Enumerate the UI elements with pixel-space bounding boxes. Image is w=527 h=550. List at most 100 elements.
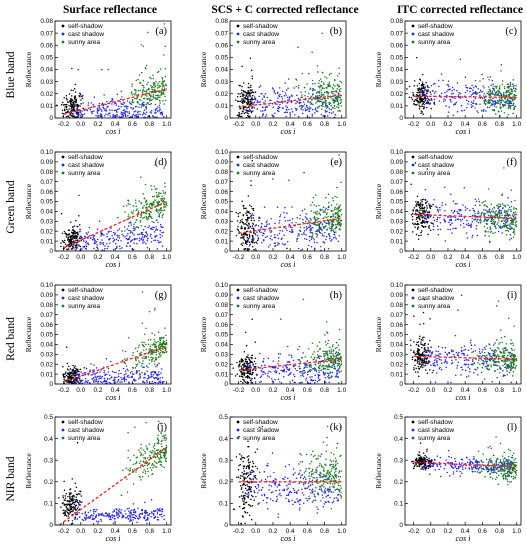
cast-point <box>249 364 252 366</box>
legend-marker <box>411 163 415 167</box>
sunny-point <box>157 331 160 333</box>
cast-point <box>449 224 451 226</box>
cast-point <box>470 106 473 109</box>
cast-point <box>71 380 74 383</box>
sunny-point <box>157 356 160 358</box>
sunny-point <box>127 337 130 339</box>
cast-point <box>465 86 468 89</box>
self-point <box>241 85 243 88</box>
self-point <box>418 211 420 213</box>
cast-point <box>74 239 77 242</box>
self-point <box>247 248 249 250</box>
cast-point <box>87 102 90 104</box>
cast-point <box>267 246 270 248</box>
sunny-point <box>326 87 328 89</box>
cast-point <box>161 381 164 384</box>
cast-point <box>77 377 79 380</box>
cast-point <box>91 373 94 376</box>
cast-point <box>259 352 261 355</box>
self-point <box>253 248 255 251</box>
cast-point <box>143 373 146 376</box>
cast-point <box>272 360 274 362</box>
self-point <box>79 93 82 95</box>
sunny-point <box>155 81 157 83</box>
cast-point <box>116 111 118 114</box>
cast-point <box>328 233 330 236</box>
y-tick-label: 0.07 <box>215 179 228 186</box>
cast-point <box>111 98 113 100</box>
cast-point <box>128 101 131 103</box>
cast-point <box>163 380 165 383</box>
cast-point <box>87 243 90 246</box>
cast-point <box>96 244 98 246</box>
cast-point <box>457 94 460 96</box>
cast-point <box>112 237 114 239</box>
cast-point <box>274 378 276 381</box>
cast-point <box>123 109 126 111</box>
cast-point <box>110 227 112 229</box>
cast-point <box>81 379 84 382</box>
cast-point <box>436 225 439 227</box>
cast-point <box>304 364 306 366</box>
cast-point <box>262 360 265 363</box>
sunny-point <box>152 74 154 77</box>
sunny-point <box>325 196 327 199</box>
sunny-point <box>514 105 516 108</box>
sunny-point <box>145 91 148 93</box>
sunny-point <box>125 106 128 108</box>
self-point <box>75 104 77 106</box>
sunny-point <box>312 103 314 106</box>
self-point <box>76 245 78 247</box>
cast-point <box>308 235 311 238</box>
cast-point <box>301 106 303 109</box>
cast-point <box>270 230 273 232</box>
sunny-point <box>162 100 164 102</box>
cast-point <box>310 231 312 234</box>
sunny-point <box>332 197 334 199</box>
sunny-point <box>140 95 143 98</box>
cast-point <box>116 93 119 95</box>
cast-point <box>489 226 492 228</box>
sunny-point <box>151 217 153 219</box>
cast-point <box>283 368 285 371</box>
cast-point <box>289 230 291 233</box>
cast-point <box>118 369 120 372</box>
cast-point <box>259 381 261 384</box>
self-point <box>75 367 77 370</box>
sunny-point <box>515 94 517 97</box>
sunny-point <box>503 214 506 217</box>
sunny-point <box>139 361 141 364</box>
cast-point <box>332 237 335 239</box>
cast-point <box>98 108 100 110</box>
cast-point <box>118 108 120 110</box>
sunny-point <box>502 105 505 108</box>
self-point <box>420 231 422 234</box>
self-point <box>64 243 67 245</box>
cast-point <box>155 365 157 368</box>
sunny-point <box>498 88 501 90</box>
sunny-point <box>123 360 125 363</box>
cast-point <box>246 362 249 365</box>
cast-point <box>125 373 127 375</box>
cast-point <box>441 202 443 204</box>
self-point <box>74 244 76 247</box>
sunny-point <box>340 101 343 103</box>
sunny-point <box>333 79 336 82</box>
cast-point <box>463 109 466 111</box>
self-point <box>73 101 75 103</box>
sunny-point <box>483 220 485 223</box>
self-point <box>427 97 429 100</box>
sunny-point <box>147 352 149 355</box>
self-point <box>247 354 249 356</box>
sunny-point <box>302 101 305 103</box>
cast-point <box>301 209 304 212</box>
self-point <box>239 221 241 224</box>
self-point <box>417 89 419 92</box>
cast-point <box>272 106 275 109</box>
sunny-point <box>321 94 324 96</box>
sunny-point <box>504 223 507 226</box>
sunny-point <box>158 215 160 218</box>
sunny-point <box>316 221 318 224</box>
cast-point <box>257 224 260 227</box>
cast-point <box>444 99 447 101</box>
